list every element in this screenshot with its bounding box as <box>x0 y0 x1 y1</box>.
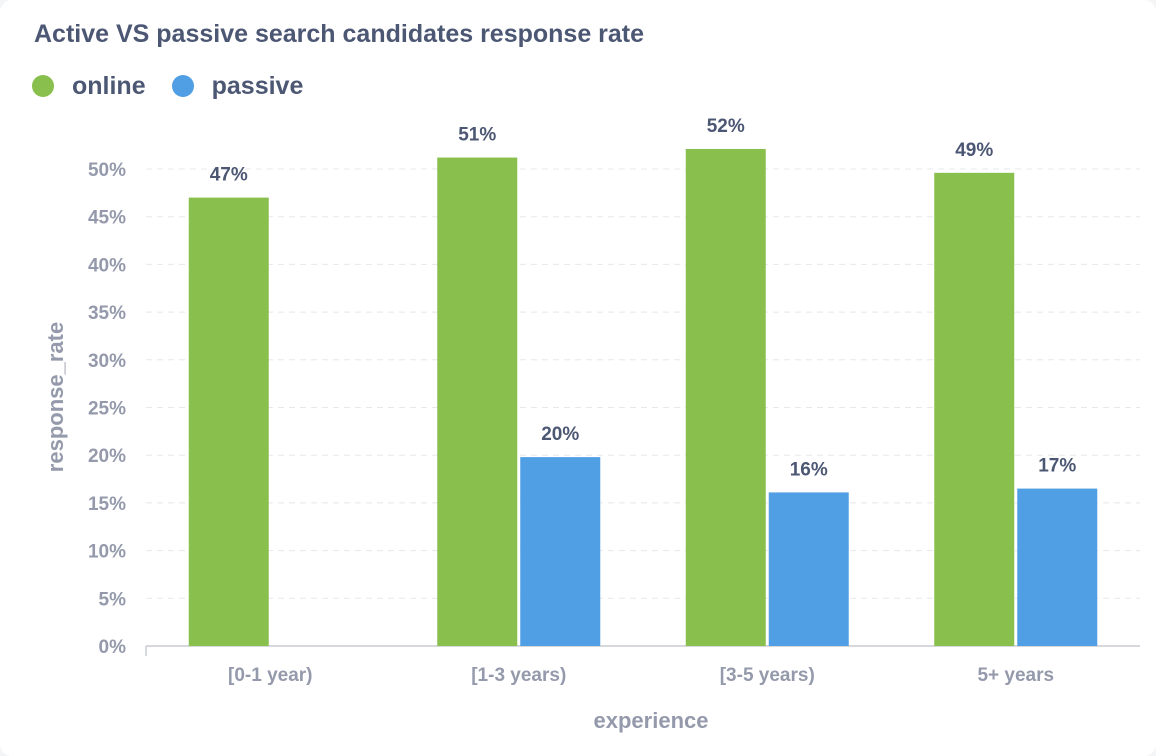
legend-item-online[interactable]: online <box>32 72 146 101</box>
bar-passive <box>520 457 601 646</box>
y-tick-label: 0% <box>99 637 127 658</box>
y-axis-title: response_rate <box>43 322 68 472</box>
bar-online <box>437 157 518 646</box>
y-tick-label: 50% <box>88 160 126 181</box>
y-tick-label: 10% <box>88 542 126 563</box>
y-tick-label: 20% <box>88 446 126 467</box>
y-tick-label: 30% <box>88 351 126 372</box>
legend-label-passive: passive <box>211 71 304 100</box>
x-tick-label: [3-5 years) <box>720 665 815 686</box>
data-label-passive: 17% <box>1038 456 1076 477</box>
data-label-online: 47% <box>210 165 248 186</box>
data-label-online: 51% <box>458 125 496 146</box>
y-tick-label: 45% <box>88 208 126 229</box>
y-tick-label: 35% <box>88 303 126 324</box>
bar-online <box>685 148 766 646</box>
y-tick-label: 5% <box>99 589 127 610</box>
bar-passive <box>768 492 849 646</box>
bar-passive <box>1017 488 1098 646</box>
legend-label-online: online <box>72 71 146 100</box>
data-label-online: 49% <box>955 140 993 161</box>
x-tick-label: [0-1 year) <box>228 665 313 686</box>
x-tick-label: [1-3 years) <box>471 665 566 686</box>
data-label-passive: 16% <box>790 459 828 480</box>
chart-title: Active VS passive search candidates resp… <box>34 20 645 48</box>
data-label-passive: 20% <box>541 424 579 445</box>
bar-online <box>188 197 269 646</box>
legend-item-passive[interactable]: passive <box>171 71 304 101</box>
legend-dot-passive <box>171 75 194 97</box>
x-tick-label: 5+ years <box>977 665 1054 686</box>
x-axis-title: experience <box>594 708 709 733</box>
bar-online <box>934 172 1015 647</box>
y-tick-label: 25% <box>88 399 126 420</box>
legend-dot-online <box>32 75 54 97</box>
chart-legend: online passive <box>32 70 329 102</box>
y-tick-label: 40% <box>88 255 126 276</box>
y-tick-label: 15% <box>88 494 126 515</box>
data-label-online: 52% <box>707 116 745 137</box>
